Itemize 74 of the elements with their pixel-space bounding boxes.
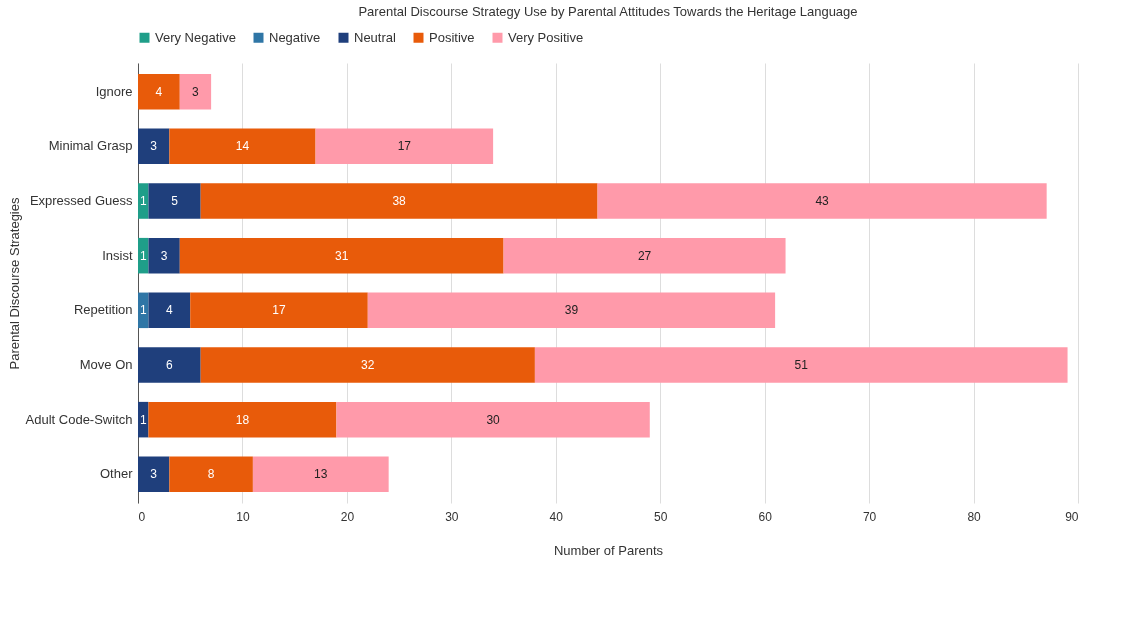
data-label: 17 bbox=[272, 303, 286, 318]
bar bbox=[148, 183, 201, 219]
bar bbox=[148, 401, 337, 438]
bar bbox=[336, 401, 650, 438]
data-label: 14 bbox=[235, 139, 250, 154]
y-tick-label: Adult Code-Switch bbox=[25, 411, 133, 427]
bar bbox=[169, 128, 316, 165]
data-label: 31 bbox=[334, 248, 349, 263]
x-tick-label: 40 bbox=[549, 509, 564, 524]
x-tick-label: 70 bbox=[862, 509, 877, 524]
bar bbox=[367, 292, 776, 329]
bar bbox=[169, 456, 253, 493]
bar bbox=[534, 347, 1068, 383]
legend-label: Very Positive bbox=[508, 29, 584, 45]
data-label: 4 bbox=[165, 303, 173, 318]
data-label: 51 bbox=[794, 357, 809, 372]
y-tick-label: Ignore bbox=[95, 83, 133, 99]
bar bbox=[503, 237, 786, 274]
bar bbox=[138, 73, 180, 110]
x-axis-title: Number of Parents bbox=[553, 542, 664, 558]
data-label: 38 bbox=[392, 194, 407, 209]
bar bbox=[179, 237, 504, 274]
x-tick-label: 60 bbox=[758, 509, 773, 524]
bar bbox=[148, 237, 180, 274]
bar bbox=[148, 292, 191, 329]
legend-label: Very Negative bbox=[155, 29, 236, 45]
x-tick-label: 20 bbox=[340, 509, 355, 524]
data-label: 3 bbox=[150, 467, 158, 482]
chart-title: Parental Discourse Strategy Use by Parental Attitudes Towards the Heritage Language bbox=[358, 4, 858, 19]
bar bbox=[200, 183, 598, 219]
data-label: 3 bbox=[192, 84, 200, 99]
bar bbox=[200, 347, 535, 383]
data-label: 3 bbox=[150, 139, 158, 154]
data-label: 1 bbox=[139, 303, 147, 318]
y-tick-label: Move On bbox=[79, 356, 133, 372]
y-tick-label: Expressed Guess bbox=[29, 193, 133, 209]
bar bbox=[315, 128, 494, 165]
legend-label: Neutral bbox=[354, 29, 397, 45]
x-tick-label: 10 bbox=[236, 509, 250, 524]
y-axis-title: Parental Discourse Strategies bbox=[6, 197, 22, 370]
bar bbox=[597, 183, 1047, 219]
y-tick-label: Minimal Grasp bbox=[48, 138, 133, 154]
data-label: 30 bbox=[486, 412, 501, 427]
data-label: 1 bbox=[139, 194, 147, 209]
y-tick-label: Insist bbox=[102, 247, 133, 263]
data-label: 13 bbox=[314, 467, 328, 482]
bar bbox=[179, 73, 212, 110]
data-label: 1 bbox=[139, 248, 147, 263]
bar bbox=[138, 456, 170, 493]
data-label: 27 bbox=[637, 248, 652, 263]
data-label: 4 bbox=[155, 84, 163, 99]
data-label: 5 bbox=[171, 194, 179, 209]
legend-label: Positive bbox=[429, 29, 475, 45]
x-tick-label: 50 bbox=[654, 509, 668, 524]
y-tick-label: Repetition bbox=[73, 302, 133, 318]
data-label: 17 bbox=[397, 139, 412, 154]
y-tick-label: Other bbox=[99, 466, 134, 482]
data-label: 1 bbox=[139, 412, 147, 427]
data-label: 39 bbox=[564, 303, 579, 318]
legend-label: Negative bbox=[269, 29, 321, 45]
data-label: 32 bbox=[361, 357, 375, 372]
x-tick-label: 90 bbox=[1065, 509, 1079, 524]
bar bbox=[252, 456, 389, 493]
x-tick-label: 0 bbox=[138, 509, 146, 524]
data-label: 3 bbox=[160, 248, 168, 263]
x-tick-label: 80 bbox=[967, 509, 982, 524]
data-label: 8 bbox=[207, 467, 215, 482]
data-label: 6 bbox=[165, 357, 173, 372]
data-label: 43 bbox=[815, 194, 830, 209]
x-tick-label: 30 bbox=[445, 509, 459, 524]
data-label: 18 bbox=[235, 412, 250, 427]
bar bbox=[190, 292, 368, 329]
bar bbox=[138, 347, 201, 383]
bar bbox=[138, 128, 170, 165]
